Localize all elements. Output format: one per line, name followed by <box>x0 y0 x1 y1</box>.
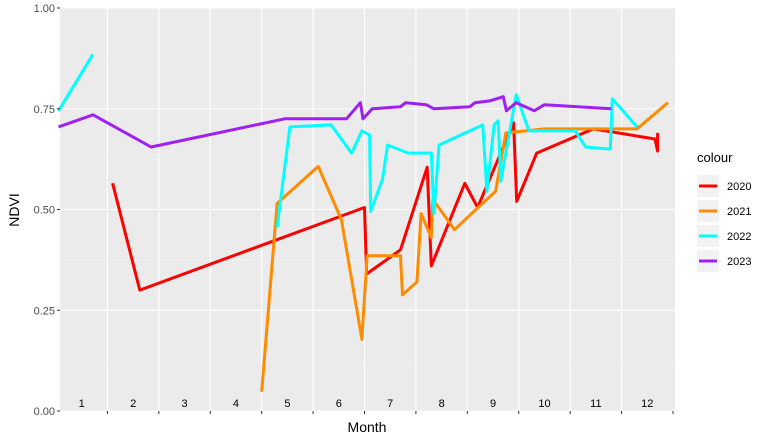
legend-label-2023: 2023 <box>727 256 751 268</box>
series-layer <box>57 53 669 392</box>
month-label: 5 <box>284 398 290 410</box>
month-labels: 1 2 3 4 5 6 7 8 9 10 11 12 <box>79 398 654 410</box>
series-line-2023 <box>58 95 612 149</box>
y-tick-label: 0.25 <box>34 305 55 317</box>
y-axis-title: NDVI <box>6 193 22 226</box>
month-label: 2 <box>130 398 136 410</box>
legend-label-2020: 2020 <box>727 181 751 193</box>
y-tick-label: 1.00 <box>34 3 55 15</box>
axes: 0.00 0.25 0.50 0.75 1.00 <box>34 3 674 418</box>
legend: colour 2020 2021 2022 2023 <box>697 150 751 272</box>
legend-label-2022: 2022 <box>727 231 751 243</box>
month-label: 1 <box>79 398 85 410</box>
y-tick-label: 0.75 <box>34 104 55 116</box>
x-axis-title: Month <box>348 419 387 435</box>
series-line-2021 <box>260 101 669 392</box>
series-line-2022 <box>275 93 639 228</box>
month-label: 7 <box>387 398 393 410</box>
y-tick-label: 0.50 <box>34 205 55 217</box>
month-label: 10 <box>538 398 550 410</box>
month-label: 8 <box>439 398 445 410</box>
month-label: 6 <box>336 398 342 410</box>
month-label: 9 <box>490 398 496 410</box>
month-label: 3 <box>181 398 187 410</box>
month-label: 12 <box>641 398 653 410</box>
y-tick-label: 0.00 <box>34 406 55 418</box>
month-label: 11 <box>590 398 601 410</box>
series-line-2022 <box>57 53 95 112</box>
legend-label-2021: 2021 <box>727 206 751 218</box>
legend-title: colour <box>697 150 733 165</box>
month-label: 4 <box>233 398 239 410</box>
